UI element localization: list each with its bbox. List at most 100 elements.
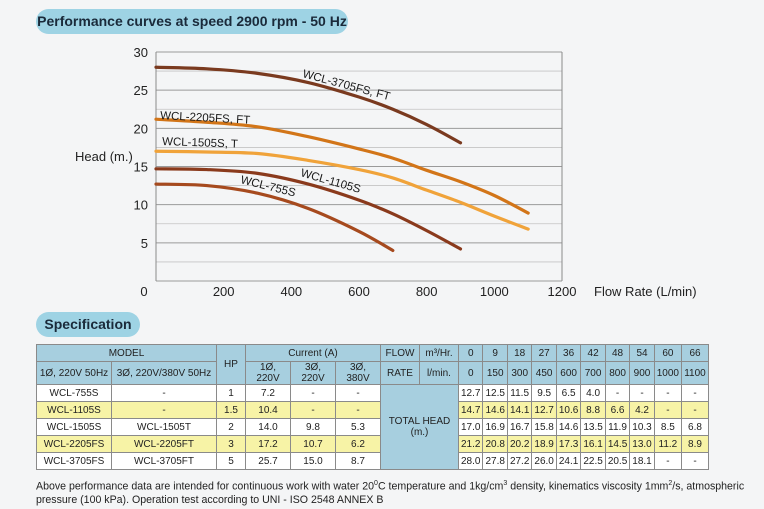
performance-chart: 5 10 15 20 25 30 0 200 400 600 800 1000 1200 Head (… bbox=[75, 45, 697, 299]
hp-cell: 3 bbox=[216, 435, 246, 453]
y-axis-label: Head (m.) bbox=[75, 149, 133, 164]
header-current: Current (A) bbox=[245, 344, 381, 362]
head-value-cell: 17.3 bbox=[555, 435, 582, 453]
head-value-cell: 12.7 bbox=[457, 384, 484, 402]
head-value-cell: 11.5 bbox=[506, 384, 533, 402]
header-model-1phase: 1Ø, 220V 50Hz bbox=[36, 361, 112, 385]
header-current-3phase-380: 3Ø, 380V bbox=[335, 361, 381, 385]
current-cell: - bbox=[335, 401, 381, 419]
head-value-cell: 14.6 bbox=[482, 401, 508, 419]
y-tick-label: 5 bbox=[141, 236, 148, 251]
footnote-text-2: C temperature and 1kg/cm bbox=[377, 480, 504, 493]
footnote-text-3: density, kinematics viscosity 1mm bbox=[507, 480, 669, 493]
head-value-cell: 13.5 bbox=[580, 418, 606, 436]
table-row: WCL-1105S -1.5 10.4- -14.7 14.6 14.1 12.7 10.6 8… bbox=[36, 401, 709, 419]
current-cell: - bbox=[290, 384, 336, 402]
current-cell: 8.7 bbox=[335, 452, 381, 470]
y-tick-label: 25 bbox=[134, 83, 148, 98]
footnote-sup-2: 3 bbox=[503, 480, 508, 487]
x-tick-label: 600 bbox=[348, 284, 370, 299]
header-model-3phase: 3Ø, 220V/380V 50Hz bbox=[111, 361, 217, 385]
model-3phase-cell: WCL-1505T bbox=[111, 418, 217, 436]
head-value-cell: 16.9 bbox=[482, 418, 508, 436]
head-value-cell: 18.1 bbox=[629, 452, 655, 470]
head-value-cell: 6.6 bbox=[604, 401, 631, 419]
head-value-cell: 4.2 bbox=[629, 401, 655, 419]
current-cell: 25.7 bbox=[245, 452, 291, 470]
header-rate: RATE bbox=[380, 361, 420, 385]
header-m3-value: 66 bbox=[681, 344, 709, 362]
curve-label: WCL-2205FS, FT bbox=[160, 110, 251, 127]
table-row: WCL-2205FS WCL-2205FT 3 17.2 10.7 6.2 21.2 20.8… bbox=[36, 435, 709, 453]
header-model: MODEL bbox=[36, 344, 217, 362]
header-m3-value: 36 bbox=[555, 344, 582, 362]
current-cell: 15.0 bbox=[290, 452, 336, 470]
header-lmin-value: 600 bbox=[555, 361, 582, 385]
current-cell: 9.8 bbox=[290, 418, 336, 436]
header-m3hr: m³/Hr. bbox=[419, 344, 459, 362]
model-1phase-cell: WCL-2205FS bbox=[36, 435, 112, 453]
hp-cell: 1.5 bbox=[216, 401, 246, 419]
head-value-cell: 9.5 bbox=[531, 384, 557, 402]
table-row: WCL-1505S WCL-1505T 2 14.0 9.8 5.3 17.0 16.9 16.… bbox=[36, 418, 709, 436]
head-value-cell: 18.9 bbox=[531, 435, 557, 453]
header-lmin-value: 1000 bbox=[653, 361, 683, 385]
hp-cell: 2 bbox=[216, 418, 246, 436]
current-cell: - bbox=[335, 384, 381, 402]
total-head-label: TOTAL HEAD (m.) bbox=[380, 384, 459, 470]
head-value-cell: - bbox=[604, 384, 631, 402]
footnote-text-4: /s, atmospheric pressure (100 kPa). Oper… bbox=[36, 480, 745, 506]
footnote-sup-1: 0 bbox=[374, 480, 378, 487]
curve-wcl-1505s-t bbox=[154, 149, 530, 231]
head-value-cell: 26.0 bbox=[531, 452, 557, 470]
header-flow: FLOW bbox=[380, 344, 420, 362]
head-value-cell: 15.8 bbox=[531, 418, 557, 436]
header-lmin-value: 1100 bbox=[681, 361, 709, 385]
model-3phase-cell: - bbox=[111, 401, 217, 419]
head-value-cell: 14.7 bbox=[457, 401, 484, 419]
model-1phase-cell: WCL-3705FS bbox=[36, 452, 112, 470]
x-tick-label: 1000 bbox=[480, 284, 509, 299]
current-cell: 6.2 bbox=[335, 435, 381, 453]
header-m3-value: 18 bbox=[506, 344, 533, 362]
table-row: WCL-755S -1 7.2- - TOTAL HEAD (m.) 12.7 12.5 11.… bbox=[36, 384, 709, 470]
header-lmin: l/min. bbox=[419, 361, 459, 385]
footnote-text-1: Above performance data are intended for … bbox=[36, 480, 375, 493]
specification-table: MODEL HP Current (A) FLOW m³/Hr. 0 9 18 … bbox=[36, 344, 709, 470]
head-value-cell: 20.5 bbox=[604, 452, 631, 470]
header-lmin-value: 0 bbox=[457, 361, 484, 385]
head-value-cell: 6.5 bbox=[555, 384, 582, 402]
header-m3-value: 60 bbox=[653, 344, 683, 362]
head-value-cell: 10.3 bbox=[629, 418, 655, 436]
head-value-cell: 24.1 bbox=[555, 452, 582, 470]
current-cell: 17.2 bbox=[245, 435, 291, 453]
header-m3-value: 0 bbox=[457, 344, 484, 362]
head-value-cell: 22.5 bbox=[580, 452, 606, 470]
header-lmin-value: 900 bbox=[629, 361, 655, 385]
table-header-row-2: 1Ø, 220V 50Hz 3Ø, 220V/380V 50Hz 1Ø, 220… bbox=[36, 361, 709, 385]
header-m3-value: 48 bbox=[604, 344, 631, 362]
header-lmin-value: 300 bbox=[506, 361, 533, 385]
current-cell: 5.3 bbox=[335, 418, 381, 436]
head-value-cell: 12.7 bbox=[531, 401, 557, 419]
total-head-text: TOTAL HEAD bbox=[388, 416, 451, 427]
x-tick-label: 200 bbox=[213, 284, 235, 299]
current-cell: 10.4 bbox=[245, 401, 291, 419]
head-value-cell: 8.9 bbox=[681, 435, 709, 453]
head-value-cell: 13.0 bbox=[629, 435, 655, 453]
header-lmin-value: 150 bbox=[482, 361, 508, 385]
curve-wcl-2205fs-ft bbox=[154, 117, 530, 215]
x-tick-labels: 0 200 400 600 800 1000 1200 bbox=[140, 284, 576, 299]
head-value-cell: 27.2 bbox=[506, 452, 533, 470]
x-axis-label: Flow Rate (L/min) bbox=[594, 284, 697, 299]
header-lmin-value: 800 bbox=[604, 361, 631, 385]
model-1phase-cell: WCL-1105S bbox=[36, 401, 112, 419]
header-m3-value: 54 bbox=[629, 344, 655, 362]
head-value-cell: 16.7 bbox=[506, 418, 533, 436]
head-value-cell: 4.0 bbox=[580, 384, 606, 402]
model-3phase-cell: WCL-2205FT bbox=[111, 435, 217, 453]
hp-cell: 5 bbox=[216, 452, 246, 470]
x-tick-label: 800 bbox=[416, 284, 438, 299]
head-value-cell: 27.8 bbox=[482, 452, 508, 470]
